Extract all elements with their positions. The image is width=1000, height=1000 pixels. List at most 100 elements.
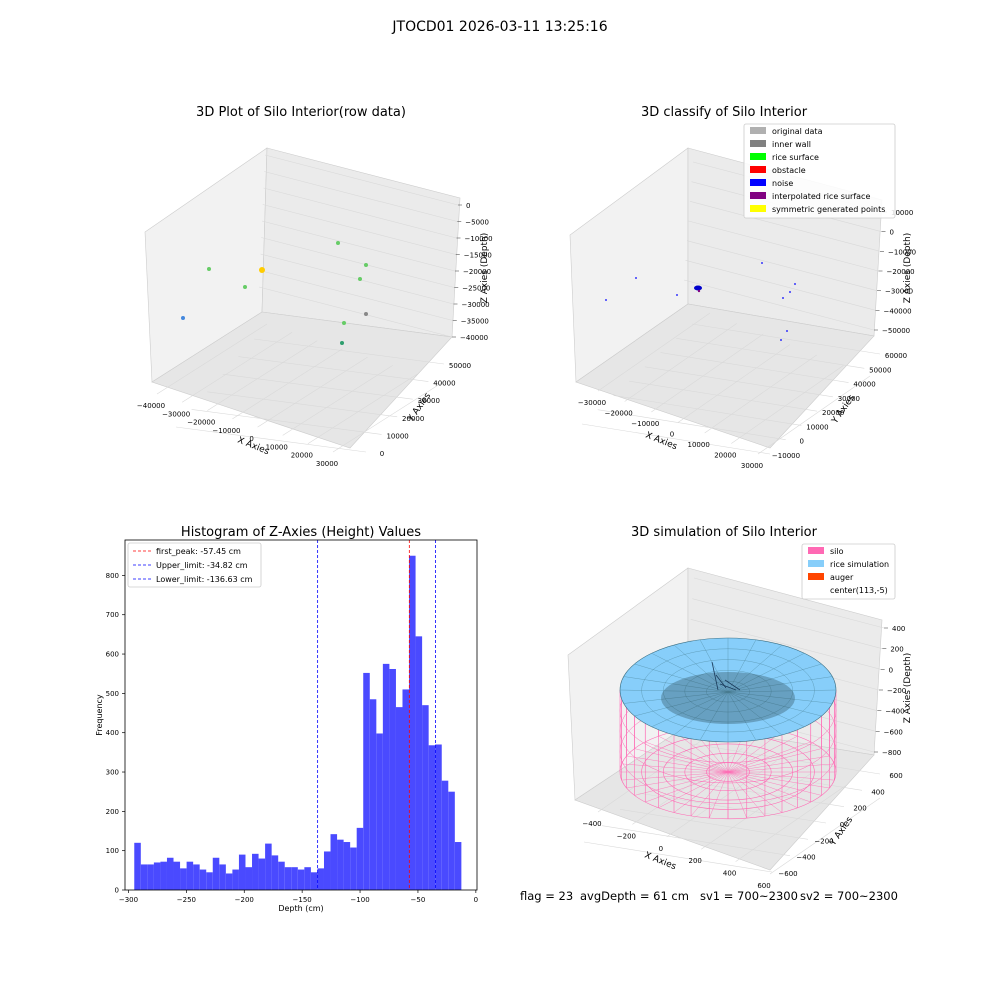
p2-x-tick-label: 10000 [688,441,710,449]
silo-floor-spoke [727,771,811,803]
histogram-x-ticks: −300 −250 −200 −150 −100 −50 0 [119,890,478,904]
histogram-bar [317,868,324,890]
histogram-bar [153,862,161,890]
histogram-bar [454,842,462,890]
histogram-bar [297,869,305,890]
legend-swatch [808,560,824,567]
histogram-bar [206,872,213,890]
panel1-zlabel: Z Axies (Depth) [480,233,490,304]
p1-z-tick-label: −15000 [464,252,492,260]
histogram-bar [422,705,429,890]
histogram-bar [265,843,272,890]
histogram-bar [369,699,377,890]
silo-floor-spoke [727,748,822,773]
histogram-bar [147,864,154,890]
footer-sv2: sv2 = 700~2300 [800,889,898,903]
p1-y-tick-label: 40000 [433,380,455,388]
rice-mesh-line [634,691,729,717]
histogram-bar [238,854,246,890]
rice-mesh-line [727,691,822,717]
footer-stats: flag = 23 avgDepth = 61 cm sv1 = 700~230… [520,889,898,903]
histogram-bar [330,834,338,890]
silo-floor-spoke [673,771,729,813]
noise-point [635,277,637,279]
rice-mesh-line [727,691,805,727]
panel1-z-ticks: 0 −5000 −10000 −15000 −20000 −25000 −30000 −350… [452,202,493,342]
p1-x-tick-label: −20000 [187,419,215,427]
silo-floor-spoke [727,771,798,809]
p4-x-tick-label: −400 [582,820,601,828]
panel1-back-pane [261,147,461,338]
auger [711,661,741,691]
histogram-bar [225,873,233,890]
silo-floor-spoke [634,748,729,773]
legend-label: auger [830,573,854,582]
noise-point [782,297,784,299]
silo-floor-spoke [727,763,835,773]
legend-label: original data [772,127,823,136]
histogram-bar [395,707,403,890]
rice-mesh-line [634,663,729,693]
rice-mesh-line [651,691,729,727]
silo-floor-spoke [727,771,822,796]
histogram-x-tick-label: −250 [177,896,196,904]
noise-point [780,339,782,341]
p1-x-tick-label: 0 [249,435,253,443]
histogram-ylabel: Frequency [95,694,104,736]
p1-y-tick-label: 10000 [386,432,408,440]
histogram-x-tick-label: −100 [350,896,369,904]
p1-z-tick-label: 0 [466,202,470,210]
p1-x-tick-label: 10000 [266,443,288,451]
noise-point [605,299,607,301]
noise-point [786,330,788,332]
histogram-bar [310,872,318,890]
silo-floor-spoke [658,771,729,809]
histogram-bar [389,668,396,890]
raw-data-point [207,267,211,271]
p2-x-tick-label: 0 [670,431,674,439]
p2-y-tick-label: 0 [799,438,803,446]
histogram-y-tick-label: 400 [106,729,119,737]
panel3-title: Histogram of Z-Axies (Height) Values [181,525,421,540]
histogram-bar [291,867,298,890]
histogram-y-tick-label: 0 [115,887,119,895]
rice-mesh-line [727,691,833,704]
p4-z-tick-label: 200 [890,646,903,654]
p2-z-tick-label: −20000 [887,268,915,276]
p4-y-tick-label: 600 [889,772,902,780]
rice-mesh-line [699,691,729,741]
rice-mesh-line [727,663,822,693]
noise-cluster [694,285,702,291]
legend-swatch [750,166,766,173]
legend-swatch [808,547,824,554]
p1-x-tick-label: 20000 [291,452,313,460]
histogram-bar [193,864,200,890]
silo-floor-ring [684,752,772,792]
histogram-bar [252,853,259,890]
raw-data-point [358,277,362,281]
histogram-bar [409,555,416,890]
panel4-y-ticks: −600 −400 −200 0 200 400 600 [778,772,902,878]
panel2-legend: original data inner wall rice surface obsta… [743,123,896,219]
p4-y-tick-label: −400 [796,854,815,862]
p4-x-tick-label: 0 [659,845,663,853]
legend-label: inner wall [772,140,811,149]
p2-z-tick-label: 10000 [891,209,913,217]
histogram-bar [356,827,364,890]
p1-y-tick-label: 50000 [449,362,471,370]
footer-avg-depth: avgDepth = 61 cm [580,889,689,903]
p1-x-tick-label: −10000 [212,427,240,435]
p1-z-tick-label: −5000 [465,219,489,227]
histogram-y-tick-label: 200 [106,808,119,816]
p4-x-tick-label: 400 [723,870,736,878]
raw-data-point [181,316,185,320]
p1-y-tick-label: 30000 [418,397,440,405]
histogram-bar [166,857,174,890]
panel2-grid [581,161,884,455]
histogram-bar [245,867,253,890]
p1-x-tick-label: 30000 [316,460,338,468]
histogram-bars [134,555,462,890]
p2-z-tick-label: −40000 [884,307,912,315]
